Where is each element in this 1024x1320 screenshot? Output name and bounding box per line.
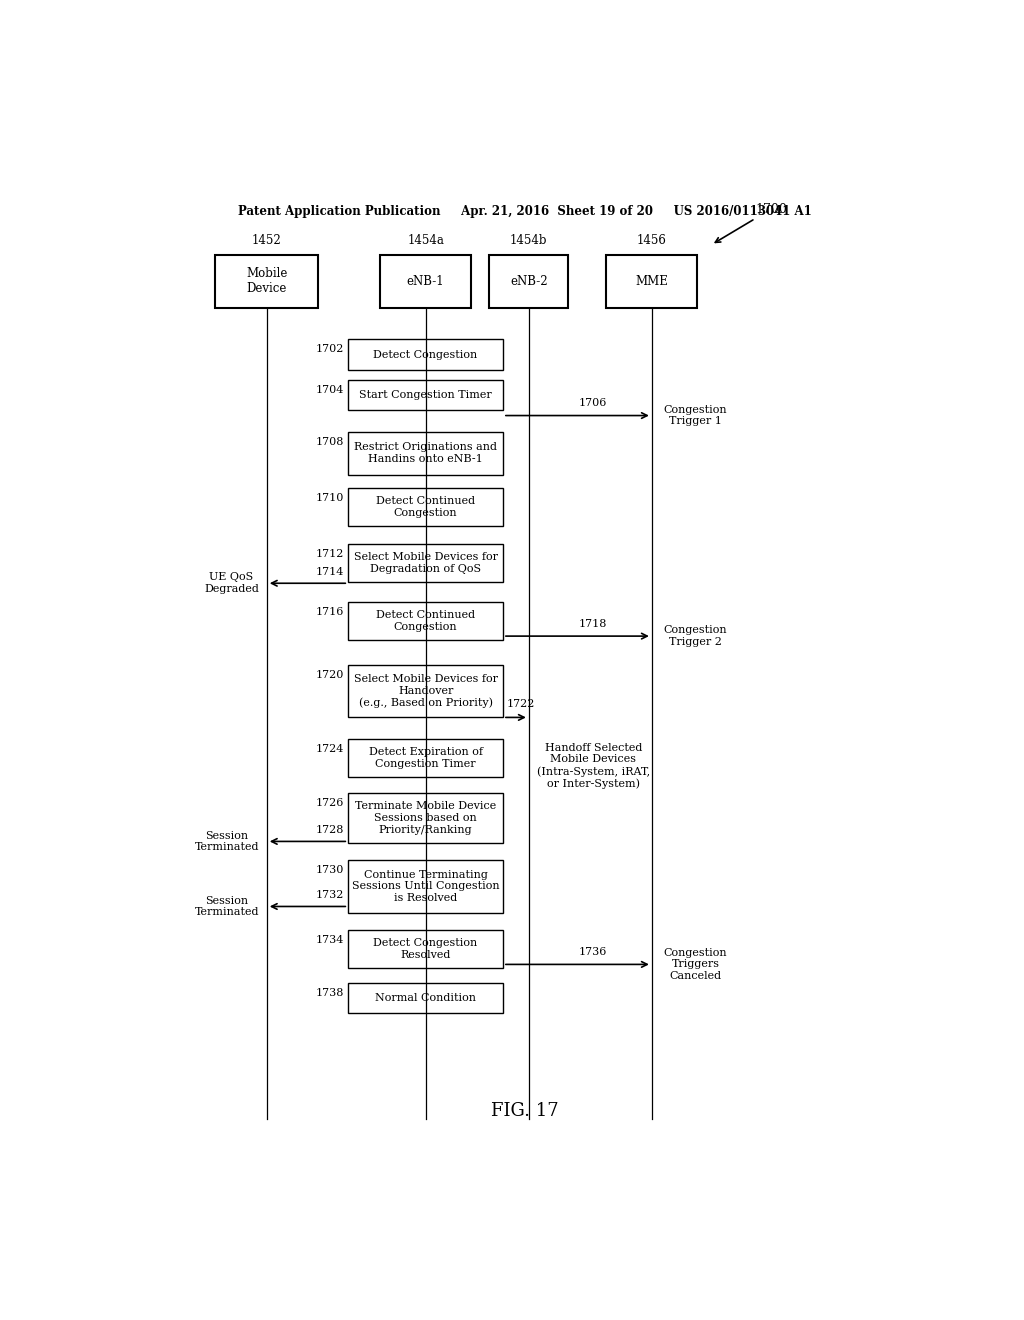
Text: FIG. 17: FIG. 17 — [490, 1102, 559, 1119]
Text: 1702: 1702 — [315, 345, 344, 354]
Text: 1726: 1726 — [315, 797, 344, 808]
Text: Select Mobile Devices for
Handover
(e.g., Based on Priority): Select Mobile Devices for Handover (e.g.… — [353, 675, 498, 708]
Text: Detect Congestion
Resolved: Detect Congestion Resolved — [374, 939, 478, 960]
Text: 1734: 1734 — [315, 935, 344, 945]
Text: Start Congestion Timer: Start Congestion Timer — [359, 391, 492, 400]
Text: UE QoS
Degraded: UE QoS Degraded — [204, 573, 259, 594]
Bar — [348, 432, 503, 474]
Text: Detect Continued
Congestion: Detect Continued Congestion — [376, 496, 475, 517]
Text: 1724: 1724 — [315, 744, 344, 754]
Bar — [348, 380, 503, 411]
Text: 1700: 1700 — [716, 203, 786, 243]
Text: 1732: 1732 — [315, 891, 344, 900]
Text: Normal Condition: Normal Condition — [375, 993, 476, 1003]
Text: 1454a: 1454a — [408, 234, 444, 247]
Bar — [348, 739, 503, 777]
Text: 1452: 1452 — [252, 234, 282, 247]
Text: eNB-1: eNB-1 — [407, 275, 444, 288]
Text: 1720: 1720 — [315, 669, 344, 680]
Text: 1736: 1736 — [579, 948, 607, 957]
Bar — [215, 255, 318, 308]
Bar — [348, 339, 503, 370]
Text: eNB-2: eNB-2 — [510, 275, 548, 288]
Text: 1718: 1718 — [579, 619, 607, 630]
Text: Detect Congestion: Detect Congestion — [374, 350, 478, 359]
Text: Session
Terminated: Session Terminated — [195, 896, 259, 917]
Bar — [606, 255, 697, 308]
Bar — [489, 255, 568, 308]
Text: 1712: 1712 — [315, 549, 344, 558]
Text: 1704: 1704 — [315, 385, 344, 395]
Text: MME: MME — [635, 275, 669, 288]
Text: 1456: 1456 — [637, 234, 667, 247]
Text: Session
Terminated: Session Terminated — [195, 830, 259, 853]
Text: Congestion
Triggers
Canceled: Congestion Triggers Canceled — [664, 948, 727, 981]
Text: Congestion
Trigger 1: Congestion Trigger 1 — [664, 405, 727, 426]
Text: 1738: 1738 — [315, 987, 344, 998]
Bar — [380, 255, 471, 308]
Bar — [348, 602, 503, 640]
Bar — [348, 544, 503, 582]
Text: 1728: 1728 — [315, 825, 344, 836]
Text: 1722: 1722 — [507, 700, 536, 709]
Text: 1706: 1706 — [579, 399, 607, 408]
Bar — [348, 982, 503, 1014]
Text: Congestion
Trigger 2: Congestion Trigger 2 — [664, 626, 727, 647]
Bar — [348, 859, 503, 912]
Text: 1716: 1716 — [315, 607, 344, 616]
Text: Handoff Selected
Mobile Devices
(Intra-System, iRAT,
or Inter-System): Handoff Selected Mobile Devices (Intra-S… — [537, 743, 650, 789]
Bar — [348, 487, 503, 527]
Text: 1454b: 1454b — [510, 234, 548, 247]
Text: 1714: 1714 — [315, 568, 344, 577]
Text: Patent Application Publication     Apr. 21, 2016  Sheet 19 of 20     US 2016/011: Patent Application Publication Apr. 21, … — [238, 205, 812, 218]
Bar — [348, 792, 503, 843]
Text: Detect Continued
Congestion: Detect Continued Congestion — [376, 610, 475, 632]
Text: 1730: 1730 — [315, 865, 344, 875]
Text: Detect Expiration of
Congestion Timer: Detect Expiration of Congestion Timer — [369, 747, 482, 768]
Text: Continue Terminating
Sessions Until Congestion
is Resolved: Continue Terminating Sessions Until Cong… — [352, 870, 500, 903]
Text: Mobile
Device: Mobile Device — [246, 268, 288, 296]
Text: Select Mobile Devices for
Degradation of QoS: Select Mobile Devices for Degradation of… — [353, 552, 498, 574]
Bar — [348, 929, 503, 969]
Text: 1710: 1710 — [315, 492, 344, 503]
Text: Restrict Originations and
Handins onto eNB-1: Restrict Originations and Handins onto e… — [354, 442, 497, 463]
Text: Terminate Mobile Device
Sessions based on
Priority/Ranking: Terminate Mobile Device Sessions based o… — [355, 801, 497, 834]
Bar — [348, 664, 503, 718]
Text: 1708: 1708 — [315, 437, 344, 447]
